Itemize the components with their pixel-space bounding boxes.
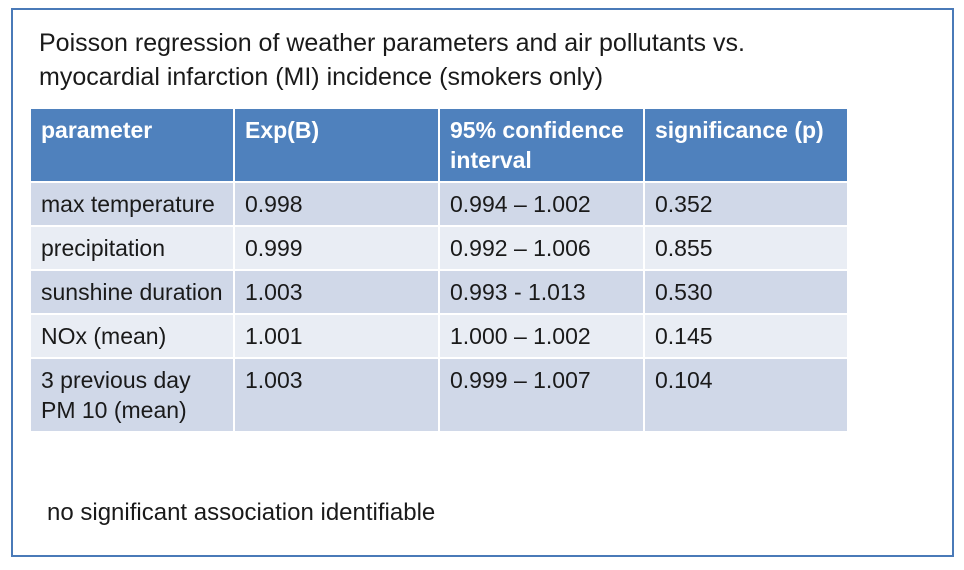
cell-significance: 0.104 [645,359,847,431]
table-row: sunshine duration 1.003 0.993 - 1.013 0.… [31,271,847,313]
cell-significance: 0.352 [645,183,847,225]
header-parameter: parameter [31,109,233,181]
slide-title: Poisson regression of weather parameters… [39,26,919,94]
cell-parameter: precipitation [31,227,233,269]
regression-results-table: parameter Exp(B) 95% confidence interval… [29,107,849,433]
cell-confidence-interval: 1.000 – 1.002 [440,315,643,357]
table-header-row: parameter Exp(B) 95% confidence interval… [31,109,847,181]
cell-parameter: 3 previous day PM 10 (mean) [31,359,233,431]
cell-confidence-interval: 0.992 – 1.006 [440,227,643,269]
header-confidence-interval: 95% confidence interval [440,109,643,181]
cell-significance: 0.145 [645,315,847,357]
cell-confidence-interval: 0.999 – 1.007 [440,359,643,431]
cell-parameter: NOx (mean) [31,315,233,357]
cell-significance: 0.855 [645,227,847,269]
header-exp-b: Exp(B) [235,109,438,181]
cell-exp-b: 1.003 [235,271,438,313]
cell-exp-b: 0.998 [235,183,438,225]
cell-confidence-interval: 0.994 – 1.002 [440,183,643,225]
cell-exp-b: 1.003 [235,359,438,431]
cell-confidence-interval: 0.993 - 1.013 [440,271,643,313]
table-row: 3 previous day PM 10 (mean) 1.003 0.999 … [31,359,847,431]
cell-parameter: max temperature [31,183,233,225]
cell-exp-b: 0.999 [235,227,438,269]
table-row: NOx (mean) 1.001 1.000 – 1.002 0.145 [31,315,847,357]
header-significance: significance (p) [645,109,847,181]
footnote: no significant association identifiable [47,499,436,526]
cell-exp-b: 1.001 [235,315,438,357]
table-row: precipitation 0.999 0.992 – 1.006 0.855 [31,227,847,269]
cell-significance: 0.530 [645,271,847,313]
table-row: max temperature 0.998 0.994 – 1.002 0.35… [31,183,847,225]
cell-parameter: sunshine duration [31,271,233,313]
title-line-2: myocardial infarction (MI) incidence (sm… [39,63,604,91]
title-line-1: Poisson regression of weather parameters… [39,29,745,57]
